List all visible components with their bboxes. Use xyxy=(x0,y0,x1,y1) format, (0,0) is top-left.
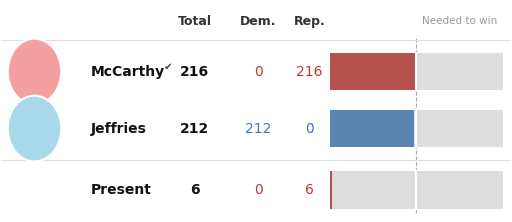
FancyBboxPatch shape xyxy=(330,171,332,208)
Text: 0: 0 xyxy=(254,65,263,79)
Text: Total: Total xyxy=(178,15,212,28)
Text: 212: 212 xyxy=(180,121,209,136)
Text: 216: 216 xyxy=(180,65,209,79)
FancyBboxPatch shape xyxy=(330,53,416,90)
Text: McCarthy: McCarthy xyxy=(91,65,165,79)
Text: Jeffries: Jeffries xyxy=(91,121,146,136)
Ellipse shape xyxy=(8,96,61,161)
FancyBboxPatch shape xyxy=(330,53,503,90)
Ellipse shape xyxy=(8,39,61,104)
FancyBboxPatch shape xyxy=(330,110,414,147)
Text: ✔: ✔ xyxy=(163,62,172,72)
FancyBboxPatch shape xyxy=(330,110,503,147)
Text: 0: 0 xyxy=(305,121,314,136)
Text: 0: 0 xyxy=(254,183,263,197)
Text: 6: 6 xyxy=(190,183,200,197)
Text: Needed to win: Needed to win xyxy=(422,16,497,26)
Text: 216: 216 xyxy=(296,65,323,79)
Text: 6: 6 xyxy=(305,183,314,197)
FancyBboxPatch shape xyxy=(330,171,503,208)
Text: Dem.: Dem. xyxy=(240,15,277,28)
Text: 212: 212 xyxy=(245,121,272,136)
Text: Rep.: Rep. xyxy=(293,15,325,28)
Text: Present: Present xyxy=(91,183,152,197)
